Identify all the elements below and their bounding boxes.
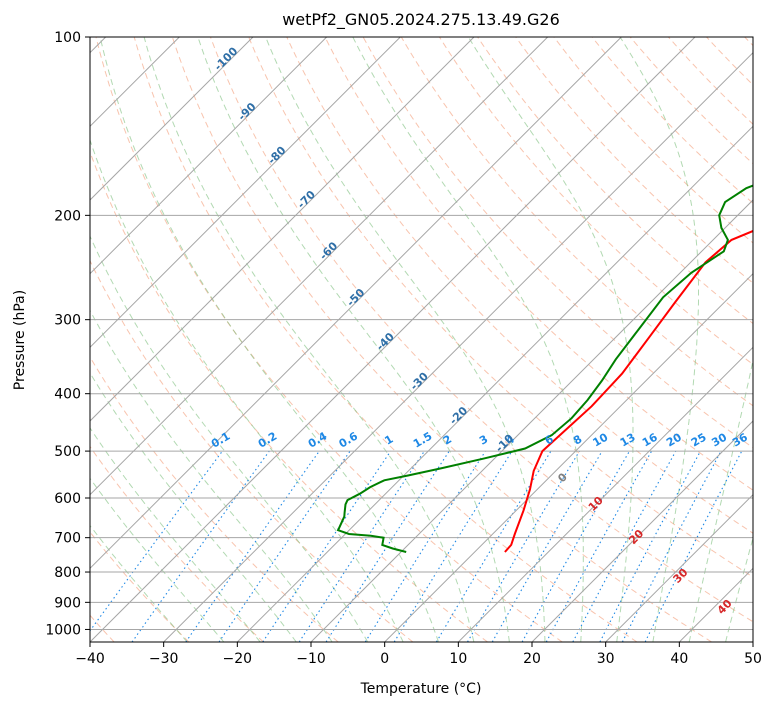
mixing-ratio-line (435, 450, 552, 642)
moist-adiabat (90, 371, 297, 642)
x-tick-label: 0 (380, 651, 389, 667)
grid-lines (90, 37, 753, 642)
mixing-ratio-line (364, 450, 486, 642)
mixing-ratio-line (467, 450, 580, 642)
isotherm-line (457, 346, 753, 642)
moist-adiabat (725, 536, 753, 642)
moist-adiabat (99, 37, 439, 642)
moist-adiabat (90, 235, 369, 642)
x-tick-label: −40 (75, 651, 105, 667)
isotherm-line (163, 51, 753, 642)
isotherm-line (236, 125, 753, 642)
y-tick-label: 200 (54, 208, 81, 224)
y-tick-label: 500 (54, 444, 81, 460)
moist-adiabat (619, 37, 699, 642)
x-tick-label: 10 (449, 651, 467, 667)
isotherm-line (531, 420, 753, 642)
moist-adiabat (90, 524, 188, 642)
x-tick-label: −20 (223, 651, 253, 667)
isotherm-line (605, 493, 753, 642)
dry-adiabat (515, 37, 753, 284)
dry-adiabat (286, 37, 753, 534)
moist-adiabat (90, 477, 225, 642)
moist-adiabat (197, 37, 510, 642)
mixing-ratio-line (218, 450, 351, 642)
x-axis-label: Temperature (°C) (360, 681, 482, 697)
y-axis-label: Pressure (hPa) (12, 290, 28, 390)
isotherm-line (90, 37, 254, 201)
axis-ticks: −40 −30 −20 −10 0 10 20 30 40 50 100 200 300 400 500 60… (45, 30, 762, 667)
dry-adiabat (248, 37, 753, 578)
moist-adiabat (90, 309, 333, 642)
isotherm-line (90, 37, 401, 349)
dry-adiabat (90, 445, 264, 642)
moist-adiabat (90, 138, 404, 642)
y-tick-label: 900 (54, 595, 81, 611)
thermodynamic-reference-lines (90, 37, 753, 642)
x-tick-label: −10 (296, 651, 326, 667)
plot-frame (89, 36, 754, 643)
dry-adiabat (90, 150, 488, 642)
x-tick-label: 20 (523, 651, 541, 667)
dry-adiabat (171, 37, 712, 642)
y-tick-label: 600 (54, 491, 81, 507)
sounding-profiles (336, 184, 753, 553)
moist-adiabat (352, 37, 584, 642)
dry-adiabat (553, 37, 753, 244)
x-tick-label: 40 (670, 651, 688, 667)
moist-adiabat (90, 427, 261, 642)
mixing-ratio-line (262, 450, 392, 642)
dewpoint-line (336, 184, 753, 553)
mixing-ratio-line (185, 450, 320, 642)
y-tick-label: 800 (54, 565, 81, 581)
dry-adiabat (400, 37, 753, 407)
x-tick-label: 50 (744, 651, 762, 667)
dry-adiabat (133, 37, 638, 642)
moist-adiabat (265, 37, 546, 642)
dry-adiabat (210, 37, 753, 623)
y-tick-label: 1000 (45, 622, 81, 638)
mixing-ratio-line (599, 450, 701, 642)
chart-title: wetPf2_GN05.2024.275.13.49.G26 (282, 10, 560, 30)
mixing-ratio-line (572, 450, 677, 642)
moist-adiabat (143, 37, 475, 642)
isotherm-line (384, 272, 753, 642)
isotherm-line (90, 37, 696, 642)
isotherm-line (310, 199, 753, 642)
y-tick-label: 300 (54, 313, 81, 329)
moist-adiabat (688, 358, 753, 642)
y-tick-label: 100 (54, 30, 81, 46)
y-tick-label: 700 (54, 531, 81, 547)
dry-adiabat (324, 37, 753, 491)
dry-adiabat (90, 259, 414, 642)
isotherm-line (90, 37, 475, 422)
dry-adiabat (362, 37, 753, 449)
isotherm-line (90, 37, 622, 570)
isotherm-line (90, 37, 549, 496)
isotherm-line (90, 37, 328, 275)
y-tick-label: 400 (54, 387, 81, 403)
x-tick-label: 30 (597, 651, 615, 667)
mixing-ratio-line (298, 450, 425, 642)
dry-adiabat (438, 37, 753, 366)
mixing-ratio-line (325, 450, 450, 642)
x-tick-label: −30 (149, 651, 179, 667)
temperature-line (504, 229, 753, 553)
